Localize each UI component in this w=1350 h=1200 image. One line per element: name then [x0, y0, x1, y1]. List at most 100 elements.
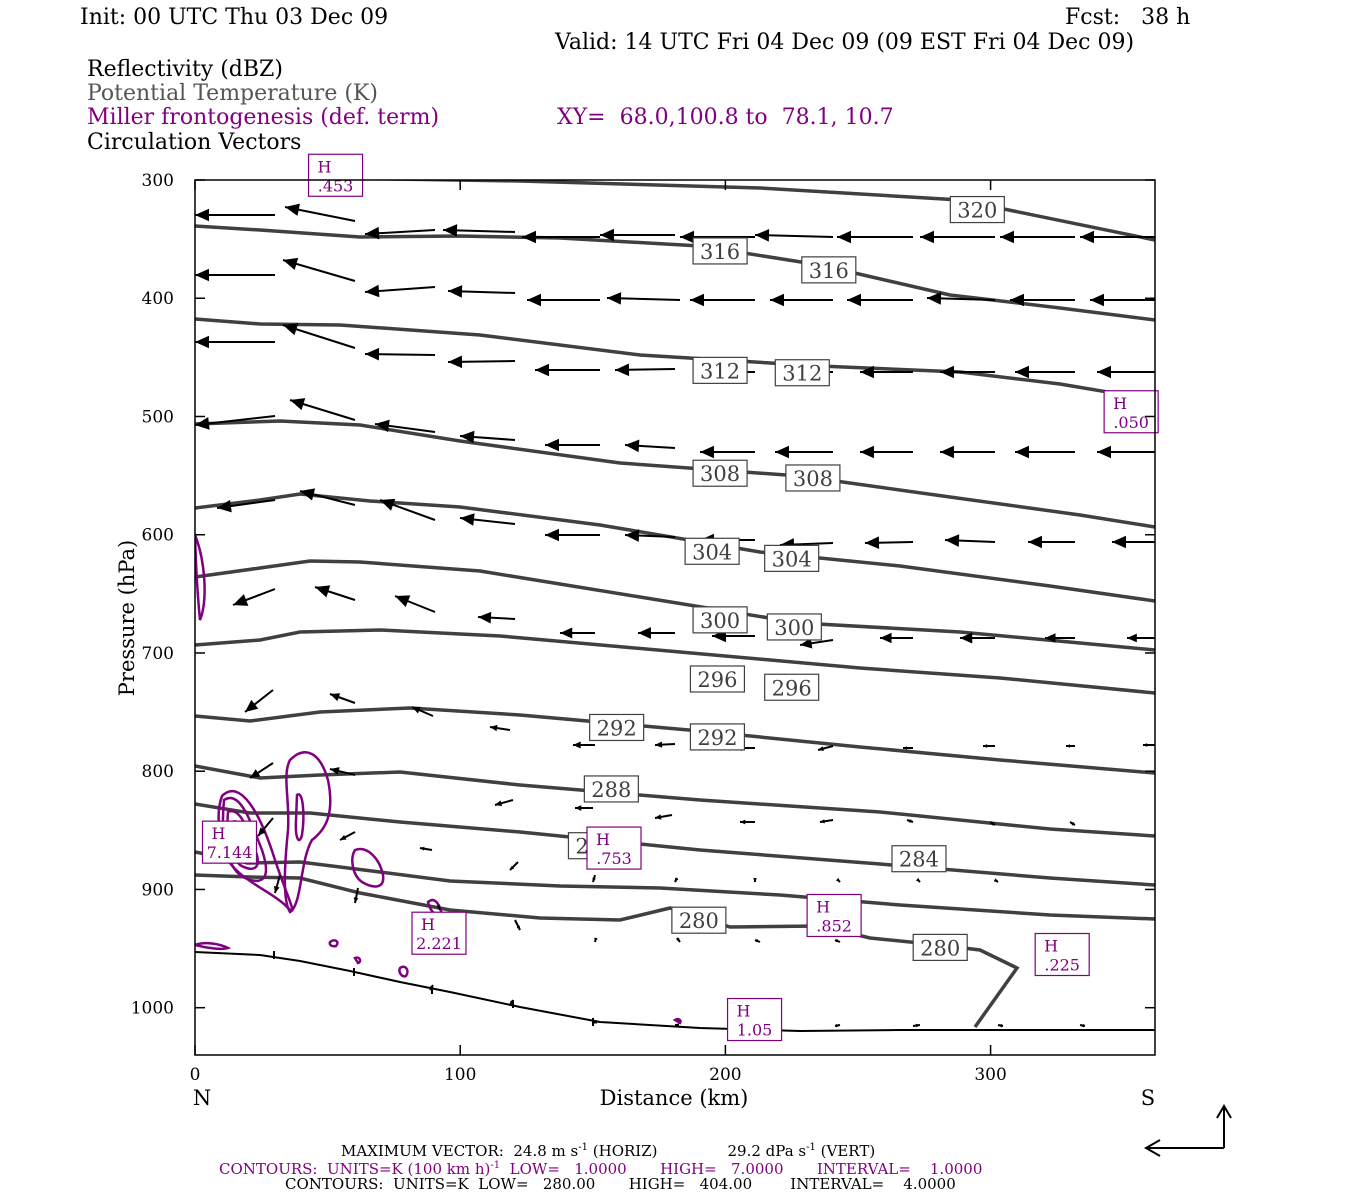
vector-arrowhead — [990, 822, 995, 826]
vector-arrowhead — [195, 208, 209, 222]
vector-arrowhead — [420, 846, 425, 851]
vector-arrowhead — [638, 627, 651, 639]
vector-arrowhead — [1045, 633, 1056, 643]
theta-label-text: 300 — [700, 609, 740, 633]
contours-theta-line: CONTOURS: UNITS=K LOW= 280.00 HIGH= 404.… — [285, 1175, 956, 1193]
vector-arrowhead — [510, 865, 515, 870]
x-axis-label: Distance (km) — [600, 1086, 749, 1110]
theta-contours — [195, 180, 1155, 1029]
theta-label: 292 — [689, 723, 746, 751]
x-tick-label: 300 — [974, 1065, 1006, 1085]
vector-arrowhead — [195, 268, 209, 282]
theta-label-box — [684, 537, 740, 565]
theta-label-box — [764, 544, 820, 572]
miller-max-box — [586, 826, 642, 870]
vector-arrowhead — [195, 335, 209, 349]
miller-max-label: H.453 — [307, 153, 364, 197]
vector-arrowhead — [920, 230, 934, 244]
x-tick-labels: 0 100 200 300 — [190, 1065, 1007, 1085]
theta-label: 304 — [764, 544, 820, 572]
miller-max-value: .453 — [318, 176, 354, 195]
theta-label: 300 — [766, 613, 822, 641]
theta-contour — [195, 764, 1155, 838]
vector-arrowhead — [820, 819, 825, 824]
theta-label-box — [589, 713, 645, 742]
vector-arrowhead — [625, 529, 640, 542]
x-tick-label: 100 — [444, 1065, 476, 1085]
vector-arrowhead — [510, 1000, 514, 1005]
theta-contour — [195, 419, 1155, 529]
vector-arrowhead — [865, 536, 880, 550]
vector-arrowhead — [527, 293, 541, 307]
vector-arrowhead — [940, 365, 954, 379]
theta-labels: 320 316 316 312 312 308 308 304 304 300 300 296 296 2… — [567, 195, 1005, 961]
theta-label: 320 — [949, 195, 1005, 224]
miller-max-label: H2.221 — [411, 911, 467, 955]
vector-arrowhead — [625, 439, 640, 453]
vector-arrowhead — [690, 293, 704, 307]
miller-max-label: H.753 — [586, 826, 642, 870]
miller-max-label: H1.05 — [726, 997, 783, 1042]
theta-label: 288 — [583, 775, 639, 803]
vector-arrowhead — [927, 292, 942, 305]
theta-label-box — [785, 464, 841, 492]
vector-arrowhead — [443, 224, 458, 237]
vector-arrowhead — [1097, 365, 1111, 379]
vector-arrowhead — [837, 230, 851, 244]
theta-label: 280 — [912, 933, 968, 961]
x-tick-label: 0 — [190, 1065, 201, 1085]
vector-arrowhead — [395, 595, 411, 608]
miller-max-h: H — [1113, 394, 1127, 413]
vector-arrowhead — [998, 1024, 1003, 1028]
theta-label-box — [774, 359, 830, 387]
theta-contour — [195, 628, 1155, 695]
vector-arrowhead — [217, 499, 232, 513]
contours-miller-exp: -1 — [490, 1160, 501, 1171]
theta-label-text: 292 — [697, 726, 737, 750]
vector-arrowhead — [753, 878, 757, 882]
vector-arrowhead — [330, 693, 341, 702]
vector-arrowhead — [903, 746, 907, 750]
y-tick-label: 300 — [142, 171, 174, 191]
vector-arrowhead — [545, 528, 559, 542]
miller-max-h: H — [596, 830, 610, 849]
theta-label-text: 312 — [782, 362, 822, 386]
theta-label-box — [671, 906, 727, 934]
vector-arrowhead — [283, 257, 299, 270]
theta-label-text: 296 — [772, 676, 812, 700]
vector-arrowhead — [448, 285, 463, 298]
circulation-vectors — [195, 203, 1155, 1028]
vector-arrowhead — [835, 938, 840, 943]
vector-arrowhead — [835, 1024, 840, 1028]
vector-arrowhead — [600, 228, 614, 242]
miller-max-box — [806, 893, 862, 938]
theta-label-box — [692, 459, 748, 487]
theta-label-text: 308 — [700, 462, 740, 486]
miller-max-label: H7.144 — [201, 820, 258, 864]
vector-arrowhead — [960, 632, 973, 644]
plot-frame — [194, 179, 1156, 1056]
theta-label-text: 308 — [793, 467, 833, 491]
theta-label: 304 — [684, 537, 740, 565]
theta-label-box — [689, 665, 746, 693]
vector-arrowhead — [675, 877, 679, 882]
max-vector-line: MAXIMUM VECTOR: 24.8 m s-1 (HORIZ) 29.2 d… — [341, 1140, 875, 1159]
miller-max-value: .753 — [596, 849, 632, 868]
miller-max-h: H — [1044, 936, 1058, 955]
vector-arrowhead — [680, 230, 694, 244]
legend-vectors: Circulation Vectors — [87, 130, 302, 155]
theta-label: 292 — [589, 713, 645, 742]
miller-contour — [195, 941, 232, 951]
vector-arrowhead — [860, 365, 874, 379]
vector-arrowhead — [516, 925, 520, 930]
vector-arrowhead — [993, 878, 998, 882]
theta-contour — [195, 802, 1155, 887]
theta-label: 296 — [764, 673, 820, 701]
vector-arrowhead — [907, 819, 912, 823]
y-tick-label: 700 — [142, 644, 174, 664]
vector-arrowhead — [412, 706, 421, 714]
theta-label-box — [912, 933, 968, 961]
vector-arrowhead — [1015, 365, 1029, 379]
miller-contour — [294, 793, 305, 842]
miller-max-h: H — [318, 157, 332, 176]
